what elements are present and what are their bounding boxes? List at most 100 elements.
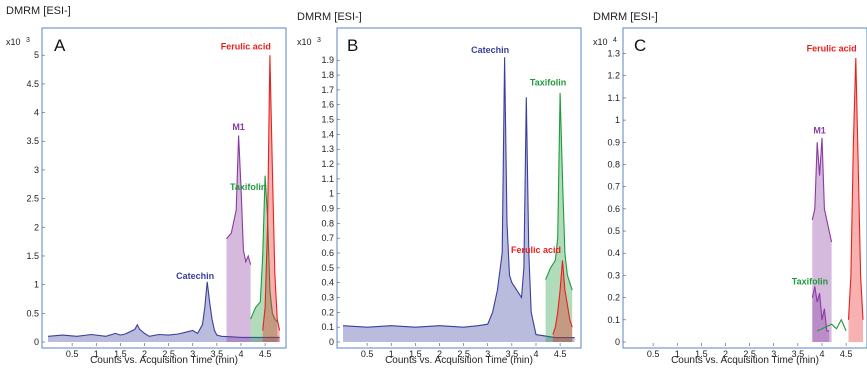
panel-a-xtick-label: 2: [142, 349, 147, 359]
panel-c-m1-trace: [811, 137, 833, 243]
panel-a-xtick-label: 1: [94, 349, 99, 359]
panel-b-ytick-label: 0.4: [321, 278, 334, 288]
panel-a-ytick-label: 1.5: [26, 251, 39, 261]
panel-b-xtick-label: 2: [437, 349, 442, 359]
panel-a-letter: A: [54, 36, 66, 55]
panel-c-xtick-label: 2.5: [743, 349, 756, 359]
panel-b-ferulic-acid-area: [552, 260, 573, 342]
panel-c-label-ferulic-acid: Ferulic acid: [807, 43, 857, 53]
panel-c-frame: [622, 27, 867, 349]
panel-b-ytick-label: 1.2: [321, 159, 334, 169]
panel-a-ytick-label: 2.5: [26, 194, 39, 204]
panel-b-ferulic-acid-trace: [552, 260, 573, 335]
panel-c-xtick-label: 1.5: [695, 349, 708, 359]
panel-a-xtick-label: 3: [190, 349, 195, 359]
panel-c-label-taxifolin: Taxifolin: [792, 276, 828, 286]
panel-c-multiplier-exp: 4: [613, 37, 617, 44]
panel-c-ytick-label: 1: [615, 115, 620, 125]
panel-b-xtick-label: 2.5: [457, 349, 470, 359]
panel-c-m1-area: [812, 137, 832, 342]
panel-c-xtick-label: 1: [675, 349, 680, 359]
panel-c-ferulic-acid-trace: [847, 57, 864, 320]
panel-b-ytick-label: 1.9: [321, 55, 334, 65]
panel-a: DMRM [ESI-] x10 3 A 0 0.5 1 1.5 2 2.5 3 3.5 4 4.5…: [6, 5, 287, 366]
panel-b-ytick-label: 1.6: [321, 100, 334, 110]
panel-b: DMRM [ESI-] x10 3 B 00.10.20.30.40.50.60…: [297, 11, 582, 366]
panel-a-multiplier: x10 3: [6, 37, 30, 47]
panel-a-plot: 0 0.5 1 1.5 2 2.5 3 3.5 4 4.5 5 0.5 1 1.5 2 2.5 3 3.5 4 4.5…: [26, 41, 281, 359]
panel-a-taxifolin-trace: [250, 175, 278, 323]
panel-a-multiplier-base: x10: [6, 37, 21, 47]
panel-b-label-taxifolin: Taxifolin: [530, 77, 566, 87]
panel-c-ytick-label: 0: [615, 337, 620, 347]
panel-c-ytick-label: 0.6: [607, 204, 620, 214]
panel-a-header: DMRM [ESI-]: [6, 5, 71, 17]
panel-a-ytick-label: 0: [34, 337, 39, 347]
panel-b-header: DMRM [ESI-]: [297, 11, 362, 23]
panel-a-xtick-label: 0.5: [66, 349, 79, 359]
panel-c-ytick-label: 0.9: [607, 137, 620, 147]
panel-a-xtick-label: 3.5: [211, 349, 224, 359]
panel-c: DMRM [ESI-] x10 4 C 0 0.1 0.2 0.3 0.4 0.5 0.6 0…: [593, 11, 867, 366]
panel-b-xtick-label: 1: [389, 349, 394, 359]
panel-c-ytick-label: 1.3: [607, 49, 620, 59]
panel-c-multiplier-base: x10: [593, 37, 608, 47]
panel-a-m1-trace: [226, 135, 252, 265]
panel-b-ytick-label: 0.2: [321, 307, 334, 317]
panel-b-catechin-area: [343, 57, 575, 343]
panel-a-multiplier-exp: 3: [26, 37, 30, 44]
panel-a-ferulic-acid-area: [262, 55, 280, 342]
panel-b-ytick-label: 1.7: [321, 85, 334, 95]
panel-b-ytick-label: 0: [329, 337, 334, 347]
panel-b-letter: B: [347, 36, 358, 55]
panel-c-plot: 0 0.1 0.2 0.3 0.4 0.5 0.6 0.7 0.8 0.9 1 1.1 1.2 1.3 0.…: [607, 43, 864, 359]
panel-c-ytick-label: 0.2: [607, 293, 620, 303]
panel-b-ytick-label: 1.4: [321, 129, 334, 139]
panel-b-catechin-trace: [342, 57, 575, 339]
panel-a-xlabel: Counts vs. Acquisition Time (min): [90, 355, 238, 366]
panel-b-xtick-label: 4: [533, 349, 538, 359]
panel-b-taxifolin-trace: [545, 92, 573, 291]
panel-c-xtick-label: 3.5: [792, 349, 805, 359]
panel-b-ytick-label: 0.3: [321, 293, 334, 303]
panel-c-ferulic-acid-area: [848, 58, 863, 342]
panel-b-xtick-label: 0.5: [361, 349, 374, 359]
panel-c-ytick-label: 0.8: [607, 159, 620, 169]
panel-c-ytick-label: 0.3: [607, 270, 620, 280]
panel-c-letter: C: [634, 36, 646, 55]
panel-b-multiplier: x10 3: [297, 37, 321, 47]
panel-a-xtick-label: 4.5: [259, 349, 272, 359]
panel-c-multiplier: x10 4: [593, 37, 617, 47]
panel-a-xtick-label: 1.5: [114, 349, 127, 359]
panel-a-label-taxifolin: Taxifolin: [230, 182, 266, 192]
panel-a-ferulic-acid-trace: [262, 55, 281, 331]
panel-c-xtick-label: 3: [771, 349, 776, 359]
panel-b-multiplier-exp: 3: [317, 37, 321, 44]
panel-b-ytick-label: 0.9: [321, 204, 334, 214]
panel-b-ytick-label: 1.1: [321, 174, 334, 184]
panel-c-ytick-label: 0.1: [607, 315, 620, 325]
panel-c-xtick-label: 4.5: [840, 349, 853, 359]
panel-b-ytick-label: 0.8: [321, 218, 334, 228]
panel-a-label-catechin: Catechin: [176, 271, 214, 281]
panel-b-xtick-label: 3: [485, 349, 490, 359]
panel-a-m1-area: [226, 135, 251, 342]
panel-c-ytick-label: 0.5: [607, 226, 620, 236]
panel-a-xtick-label: 2.5: [162, 349, 175, 359]
panel-b-plot: 0 0.1 0.2 0.3 0.4 0.5 0.6 0.7 0.8 0.9 1 1.1 1.2 1.3 1.…: [321, 45, 575, 359]
panel-b-label-ferulic-acid: Ferulic acid: [511, 245, 561, 255]
panel-a-catechin-trace: [47, 281, 280, 338]
panel-a-ytick-label: 3: [34, 165, 39, 175]
panel-a-ytick-label: 2: [34, 222, 39, 232]
panel-c-ytick-label: 0.7: [607, 182, 620, 192]
panel-c-ytick-label: 0.4: [607, 248, 620, 258]
panel-b-multiplier-base: x10: [297, 37, 312, 47]
panel-c-xlabel: Counts vs. Acquisition Time (min): [671, 355, 819, 366]
panel-b-ytick-label: 1.5: [321, 115, 334, 125]
panel-b-label-catechin: Catechin: [471, 45, 509, 55]
panel-c-header: DMRM [ESI-]: [593, 11, 658, 23]
panel-b-xtick-label: 3.5: [506, 349, 519, 359]
panel-c-ytick-label: 1.1: [607, 93, 620, 103]
panel-b-xtick-label: 4.5: [554, 349, 567, 359]
